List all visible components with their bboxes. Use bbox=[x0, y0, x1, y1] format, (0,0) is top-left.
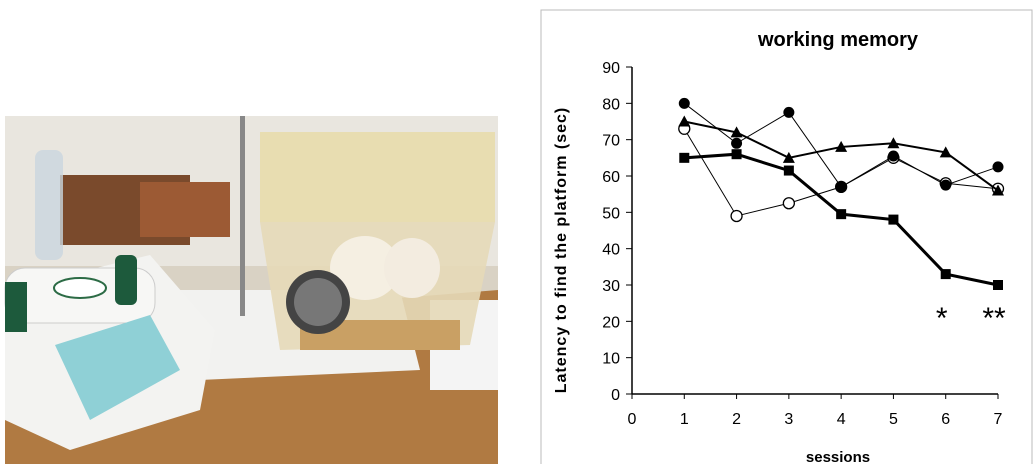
y-tick-label: 60 bbox=[602, 169, 620, 186]
y-tick-label: 70 bbox=[602, 133, 620, 150]
marker bbox=[836, 181, 847, 192]
y-tick-label: 0 bbox=[611, 387, 620, 404]
marker bbox=[888, 151, 899, 162]
annotation: * bbox=[936, 302, 948, 335]
y-tick-label: 80 bbox=[602, 96, 620, 113]
y-tick-label: 90 bbox=[602, 60, 620, 77]
photo bbox=[5, 116, 498, 464]
marker bbox=[783, 107, 794, 118]
marker bbox=[993, 161, 1004, 172]
y-axis-label: Latency to find the platform (sec) bbox=[553, 107, 570, 393]
x-tick-label: 7 bbox=[994, 411, 1003, 428]
marker bbox=[993, 280, 1003, 290]
marker bbox=[731, 138, 742, 149]
x-tick-label: 5 bbox=[889, 411, 898, 428]
marker bbox=[836, 209, 846, 219]
figure: working memory sessions Latency to find … bbox=[0, 0, 1033, 464]
page: working memory sessions Latency to find … bbox=[0, 0, 1033, 464]
x-tick-label: 4 bbox=[837, 411, 846, 428]
x-tick-label: 2 bbox=[732, 411, 741, 428]
y-tick-label: 30 bbox=[602, 278, 620, 295]
y-tick-label: 20 bbox=[602, 314, 620, 331]
marker bbox=[888, 215, 898, 225]
marker bbox=[783, 198, 794, 209]
x-tick-label: 6 bbox=[941, 411, 950, 428]
y-tick-label: 40 bbox=[602, 242, 620, 259]
chart-title: working memory bbox=[757, 29, 919, 51]
marker bbox=[784, 166, 794, 176]
x-tick-label: 0 bbox=[628, 411, 637, 428]
x-tick-label: 3 bbox=[784, 411, 793, 428]
marker bbox=[731, 210, 742, 221]
y-tick-label: 50 bbox=[602, 205, 620, 222]
marker bbox=[679, 153, 689, 163]
y-tick-label: 10 bbox=[602, 351, 620, 368]
marker bbox=[940, 180, 951, 191]
x-axis-label: sessions bbox=[806, 449, 870, 464]
marker bbox=[732, 149, 742, 159]
x-tick-label: 1 bbox=[680, 411, 689, 428]
marker bbox=[679, 98, 690, 109]
marker bbox=[941, 269, 951, 279]
annotation: ** bbox=[982, 302, 1006, 335]
